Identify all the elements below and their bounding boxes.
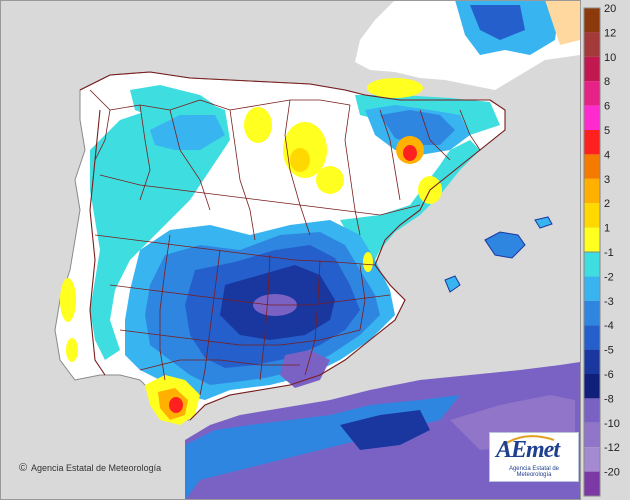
anomaly-cyan-northwest xyxy=(90,100,230,360)
credit-text: Agencia Estatal de Meteorología xyxy=(31,463,162,473)
anomaly-yellow-north-2b xyxy=(290,148,310,172)
balearic-ibiza xyxy=(444,275,461,293)
anomaly-purple-southeast xyxy=(280,350,330,388)
anomaly-red-aragon xyxy=(403,145,417,161)
anomaly-orange-france xyxy=(545,0,580,45)
anomaly-yellow-north-1 xyxy=(244,107,272,143)
balearic-mallorca xyxy=(484,231,526,259)
logo-word: AEmet xyxy=(496,437,560,463)
logo-subtitle: Agencia Estatal de Meteorología xyxy=(508,466,560,478)
copyright-symbol: © xyxy=(19,462,28,474)
anomaly-yellow-portugal-2 xyxy=(66,338,78,362)
north-africa-darkblue xyxy=(340,410,430,450)
anomaly-blue-3-northeast xyxy=(380,110,455,145)
anomaly-yellow-valencia xyxy=(363,252,373,272)
anomaly-cyan-east xyxy=(340,140,480,270)
aemet-logo: AEmet Agencia Estatal de Meteorología xyxy=(489,432,579,482)
anomaly-red-southwest xyxy=(169,397,183,413)
balearic-menorca xyxy=(534,216,553,229)
anomaly-darkblue-france xyxy=(470,5,525,40)
coastlines xyxy=(79,71,506,421)
anomaly-yellow-north-3 xyxy=(316,166,344,194)
anomaly-cyan-north xyxy=(130,85,215,120)
province-borders xyxy=(89,89,481,396)
anomaly-blue-2-galicia xyxy=(150,115,225,150)
anomaly-yellow-portugal xyxy=(60,278,76,322)
anomaly-yellow-northeast xyxy=(367,78,423,98)
logo-swoosh-icon xyxy=(501,435,555,447)
